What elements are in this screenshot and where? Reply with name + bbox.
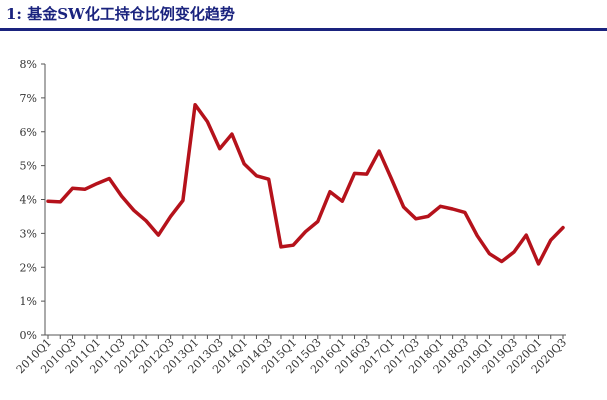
y-tick-label: 4%: [20, 194, 37, 207]
title-divider: [0, 28, 607, 31]
y-tick-label: 2%: [20, 261, 37, 274]
y-tick-label: 6%: [20, 126, 37, 139]
y-tick-label: 8%: [20, 58, 37, 71]
y-tick-label: 0%: [20, 329, 37, 342]
y-tick-label: 3%: [20, 227, 37, 240]
x-axis-ticks: 2010Q12010Q32011Q12011Q32012Q12012Q32013…: [14, 335, 569, 376]
y-tick-label: 7%: [20, 92, 37, 105]
y-tick-label: 1%: [20, 295, 37, 308]
y-tick-label: 5%: [20, 160, 37, 173]
chart-title: 1: 基金SW化工持仓比例变化趋势: [6, 5, 235, 23]
series-line: [46, 102, 565, 266]
y-axis-ticks: 0% 1% 2% 3% 4% 5% 6% 7% 8%: [20, 58, 45, 342]
